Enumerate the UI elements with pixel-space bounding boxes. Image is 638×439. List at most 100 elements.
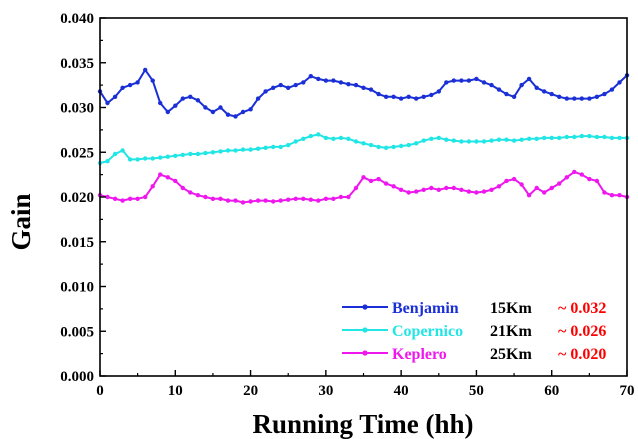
data-point <box>331 78 336 83</box>
data-point <box>391 94 396 100</box>
legend: Benjamin 15Km ~ 0.032 Copernico 21Km ~ 0.026 K… <box>342 300 606 363</box>
data-point <box>602 190 607 195</box>
data-point <box>579 172 584 177</box>
data-point <box>188 151 193 157</box>
data-point <box>158 100 163 106</box>
data-point <box>429 92 434 98</box>
data-point <box>143 67 148 73</box>
data-point <box>188 190 193 195</box>
legend-series-name: Benjamin <box>392 300 459 317</box>
plot-frame <box>99 17 628 377</box>
series-keplero <box>97 169 630 205</box>
legend-gain-value: ~ 0.032 <box>558 300 606 317</box>
data-point <box>361 175 366 180</box>
data-point <box>406 94 411 100</box>
data-point <box>489 82 494 88</box>
data-point <box>429 185 434 191</box>
data-point <box>436 135 441 141</box>
data-point <box>278 144 283 150</box>
data-point <box>195 151 201 157</box>
data-point <box>331 196 336 201</box>
y-tick-label: 0.040 <box>60 11 94 27</box>
data-point <box>481 80 487 85</box>
data-point <box>617 80 622 85</box>
data-point <box>150 156 155 161</box>
data-point <box>173 153 178 158</box>
data-point <box>564 134 569 140</box>
data-point <box>112 94 118 100</box>
data-point <box>210 109 216 115</box>
data-point <box>602 134 607 140</box>
data-point <box>331 136 336 141</box>
data-point <box>481 189 487 194</box>
data-point <box>376 91 381 97</box>
data-point <box>293 82 298 88</box>
data-point <box>572 96 577 101</box>
data-point <box>127 196 133 201</box>
data-point <box>481 139 487 144</box>
data-point <box>496 87 502 92</box>
data-point <box>557 181 562 186</box>
data-point <box>398 96 404 101</box>
data-point <box>406 190 411 195</box>
data-point <box>557 135 562 141</box>
data-point <box>368 87 374 92</box>
series-copernico <box>97 132 630 166</box>
data-point <box>602 91 607 97</box>
data-point <box>383 94 389 100</box>
data-point <box>444 185 449 191</box>
data-point <box>542 190 547 195</box>
data-point <box>368 142 374 148</box>
data-point <box>542 135 547 141</box>
y-tick-label: 0.015 <box>60 235 94 251</box>
data-point <box>255 96 261 101</box>
data-point <box>308 133 313 139</box>
data-point <box>549 185 554 191</box>
data-point <box>383 181 389 186</box>
data-point <box>579 96 584 101</box>
x-tick-label: 50 <box>469 383 484 399</box>
data-point <box>203 150 208 156</box>
x-tick-label: 40 <box>394 383 409 399</box>
data-point <box>180 96 185 101</box>
series-line-benjamin <box>99 68 628 118</box>
data-point <box>594 134 600 140</box>
x-axis-title: Running Time (hh) <box>252 409 473 439</box>
series-benjamin <box>97 67 630 119</box>
data-point <box>173 103 178 108</box>
data-point <box>383 145 389 150</box>
data-point <box>526 136 532 141</box>
data-point <box>353 82 359 88</box>
legend-distance: 21Km <box>490 323 532 340</box>
x-tick-label: 70 <box>620 383 635 399</box>
data-point <box>120 198 125 203</box>
x-tick-label: 0 <box>96 383 104 399</box>
data-point <box>233 114 238 119</box>
data-point <box>240 147 246 152</box>
data-point <box>609 87 615 92</box>
data-point <box>504 91 509 97</box>
data-point <box>218 105 223 110</box>
y-tick-label: 0.020 <box>60 190 94 206</box>
data-point <box>459 139 464 144</box>
data-point <box>466 78 472 83</box>
data-point <box>308 74 313 79</box>
data-point <box>120 85 125 91</box>
data-point <box>150 78 155 83</box>
data-point <box>474 76 479 82</box>
data-point <box>526 76 532 82</box>
data-point <box>323 135 329 141</box>
data-point <box>346 194 351 200</box>
data-point <box>105 194 110 200</box>
data-point <box>444 80 449 85</box>
data-point <box>489 187 494 192</box>
data-point <box>286 197 291 202</box>
data-point <box>346 82 351 87</box>
data-point <box>549 135 554 141</box>
data-point <box>587 176 592 182</box>
data-point <box>466 139 472 144</box>
data-point <box>421 94 426 100</box>
data-point <box>617 193 622 198</box>
data-point <box>511 94 517 100</box>
